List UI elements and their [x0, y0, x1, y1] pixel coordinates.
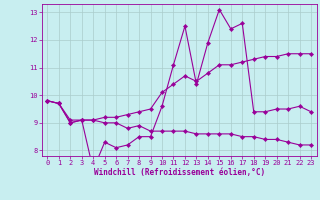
X-axis label: Windchill (Refroidissement éolien,°C): Windchill (Refroidissement éolien,°C): [94, 168, 265, 177]
